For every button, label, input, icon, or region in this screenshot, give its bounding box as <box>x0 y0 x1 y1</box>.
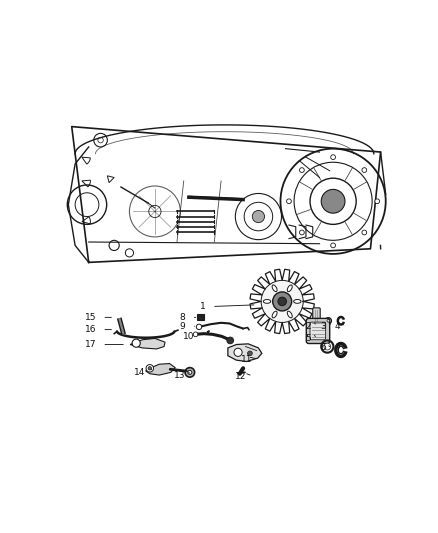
Circle shape <box>321 189 345 213</box>
Circle shape <box>188 370 192 374</box>
Text: 9: 9 <box>180 322 185 330</box>
FancyBboxPatch shape <box>306 318 330 343</box>
Text: 7: 7 <box>335 343 341 352</box>
Text: 8: 8 <box>180 313 185 322</box>
Text: 6: 6 <box>321 343 326 352</box>
Ellipse shape <box>287 311 292 318</box>
Circle shape <box>273 292 292 311</box>
Ellipse shape <box>272 311 277 318</box>
Text: 1: 1 <box>200 302 206 311</box>
Text: 15: 15 <box>85 313 96 322</box>
Circle shape <box>327 319 330 322</box>
Circle shape <box>234 348 242 357</box>
Text: 4: 4 <box>334 322 340 330</box>
FancyBboxPatch shape <box>313 308 320 326</box>
Text: 17: 17 <box>85 340 96 349</box>
Circle shape <box>247 351 252 356</box>
Circle shape <box>362 168 367 173</box>
Circle shape <box>325 318 332 324</box>
Ellipse shape <box>293 300 301 303</box>
Circle shape <box>146 365 154 372</box>
Circle shape <box>193 332 198 337</box>
Polygon shape <box>228 344 262 361</box>
Circle shape <box>252 211 265 223</box>
Circle shape <box>132 339 140 347</box>
Circle shape <box>227 337 233 344</box>
Text: 2: 2 <box>305 322 311 330</box>
Polygon shape <box>130 338 165 349</box>
Circle shape <box>278 297 286 306</box>
Circle shape <box>286 199 291 204</box>
Text: 3: 3 <box>321 322 326 330</box>
Circle shape <box>375 199 380 204</box>
Ellipse shape <box>263 300 271 303</box>
Ellipse shape <box>272 285 277 292</box>
Circle shape <box>331 243 336 248</box>
Circle shape <box>196 324 202 329</box>
Circle shape <box>185 368 194 377</box>
Circle shape <box>362 230 367 235</box>
Text: 5: 5 <box>305 334 311 343</box>
Text: 10: 10 <box>183 332 194 341</box>
Bar <box>197 314 204 320</box>
Text: 13: 13 <box>174 370 185 379</box>
Circle shape <box>324 343 331 350</box>
Circle shape <box>261 280 303 322</box>
Text: 14: 14 <box>134 368 146 377</box>
Circle shape <box>148 367 152 370</box>
Circle shape <box>300 230 304 235</box>
Polygon shape <box>146 364 175 375</box>
Ellipse shape <box>287 285 292 292</box>
Text: 11: 11 <box>241 354 252 364</box>
Text: 12: 12 <box>235 372 247 381</box>
FancyBboxPatch shape <box>310 322 325 340</box>
Circle shape <box>300 168 304 173</box>
Circle shape <box>331 155 336 159</box>
Text: 16: 16 <box>85 325 96 334</box>
